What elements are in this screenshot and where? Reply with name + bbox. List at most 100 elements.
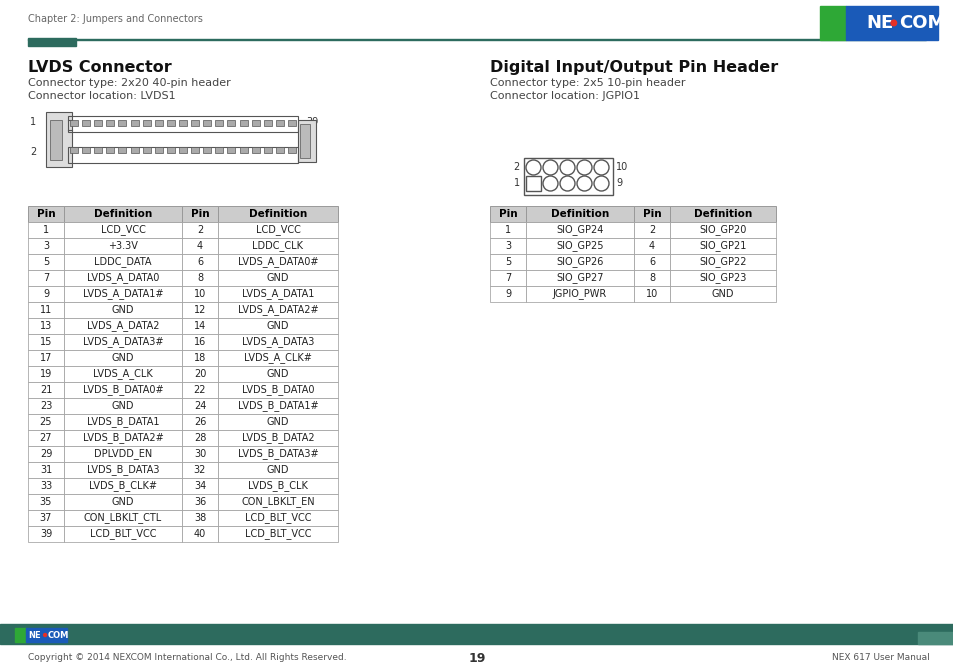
Bar: [525, 270, 634, 286]
Bar: [64, 446, 182, 462]
Text: SIO_GP27: SIO_GP27: [556, 273, 603, 284]
Text: Connector location: LVDS1: Connector location: LVDS1: [28, 91, 175, 101]
Bar: [50, 120, 62, 160]
Text: LVDS_A_DATA2#: LVDS_A_DATA2#: [237, 304, 318, 315]
Bar: [0, 624, 953, 644]
Bar: [634, 222, 669, 238]
Bar: [182, 254, 218, 270]
Text: LCD_BLT_VCC: LCD_BLT_VCC: [245, 513, 311, 523]
Bar: [297, 120, 315, 162]
Text: Definition: Definition: [249, 209, 307, 219]
Text: LDDC_CLK: LDDC_CLK: [253, 241, 303, 251]
Text: 1: 1: [30, 117, 36, 127]
Bar: [131, 147, 138, 153]
Text: 40: 40: [193, 529, 206, 539]
Bar: [28, 254, 64, 270]
Bar: [70, 120, 78, 126]
Bar: [182, 382, 218, 398]
Bar: [634, 270, 669, 286]
Bar: [182, 510, 218, 526]
Text: COM: COM: [48, 630, 70, 640]
Bar: [131, 120, 138, 126]
Text: LVDS_B_DATA1#: LVDS_B_DATA1#: [237, 401, 318, 411]
Bar: [218, 526, 337, 542]
Text: 1: 1: [43, 225, 49, 235]
Bar: [820, 6, 845, 40]
Bar: [154, 120, 163, 126]
Text: 8: 8: [196, 273, 203, 283]
Bar: [106, 147, 114, 153]
Text: 19: 19: [40, 369, 52, 379]
Bar: [28, 430, 64, 446]
Bar: [64, 222, 182, 238]
Text: COM: COM: [898, 14, 944, 32]
Text: LVDS_B_DATA0: LVDS_B_DATA0: [241, 384, 314, 395]
Bar: [28, 38, 76, 46]
Text: CON_LBKLT_EN: CON_LBKLT_EN: [241, 497, 314, 507]
Bar: [68, 147, 297, 163]
Text: LVDS_B_DATA3: LVDS_B_DATA3: [87, 464, 159, 476]
Bar: [15, 628, 27, 642]
Bar: [28, 526, 64, 542]
Bar: [191, 120, 199, 126]
Bar: [64, 398, 182, 414]
Text: Digital Input/Output Pin Header: Digital Input/Output Pin Header: [490, 60, 778, 75]
Text: Chapter 2: Jumpers and Connectors: Chapter 2: Jumpers and Connectors: [28, 14, 203, 24]
Bar: [28, 462, 64, 478]
Bar: [182, 430, 218, 446]
Bar: [917, 632, 953, 644]
Text: LVDS_A_DATA3#: LVDS_A_DATA3#: [83, 337, 163, 347]
Text: 26: 26: [193, 417, 206, 427]
Text: Pin: Pin: [642, 209, 660, 219]
Bar: [182, 286, 218, 302]
Text: GND: GND: [267, 369, 289, 379]
Text: Connector type: 2x20 40-pin header: Connector type: 2x20 40-pin header: [28, 78, 231, 88]
Bar: [218, 302, 337, 318]
Bar: [64, 318, 182, 334]
Bar: [28, 446, 64, 462]
Bar: [28, 38, 925, 40]
Bar: [28, 270, 64, 286]
Bar: [218, 510, 337, 526]
Text: 6: 6: [648, 257, 655, 267]
Bar: [64, 414, 182, 430]
Text: 3: 3: [504, 241, 511, 251]
Bar: [218, 462, 337, 478]
Bar: [218, 350, 337, 366]
Bar: [218, 414, 337, 430]
Bar: [154, 147, 163, 153]
Text: 12: 12: [193, 305, 206, 315]
Bar: [634, 286, 669, 302]
Bar: [28, 398, 64, 414]
Bar: [64, 350, 182, 366]
Bar: [28, 206, 64, 222]
Bar: [182, 494, 218, 510]
Text: DPLVDD_EN: DPLVDD_EN: [93, 448, 152, 460]
Bar: [218, 382, 337, 398]
Bar: [182, 446, 218, 462]
Text: 18: 18: [193, 353, 206, 363]
Bar: [525, 176, 540, 191]
Bar: [64, 286, 182, 302]
Text: LVDS_B_CLK: LVDS_B_CLK: [248, 480, 308, 491]
Bar: [143, 120, 151, 126]
Bar: [490, 254, 525, 270]
Text: NE: NE: [29, 630, 41, 640]
Text: Connector location: JGPIO1: Connector location: JGPIO1: [490, 91, 639, 101]
Bar: [252, 147, 259, 153]
Bar: [669, 270, 775, 286]
Bar: [669, 254, 775, 270]
Bar: [239, 147, 247, 153]
Text: GND: GND: [267, 273, 289, 283]
Text: LVDS_B_DATA1: LVDS_B_DATA1: [87, 417, 159, 427]
Text: 8: 8: [648, 273, 655, 283]
Text: SIO_GP24: SIO_GP24: [556, 224, 603, 235]
Bar: [28, 302, 64, 318]
Text: 28: 28: [193, 433, 206, 443]
Text: LVDS_B_DATA2: LVDS_B_DATA2: [241, 433, 314, 444]
Text: GND: GND: [267, 465, 289, 475]
Bar: [218, 286, 337, 302]
Bar: [218, 222, 337, 238]
Text: LVDS_A_CLK#: LVDS_A_CLK#: [244, 353, 312, 364]
Bar: [64, 462, 182, 478]
